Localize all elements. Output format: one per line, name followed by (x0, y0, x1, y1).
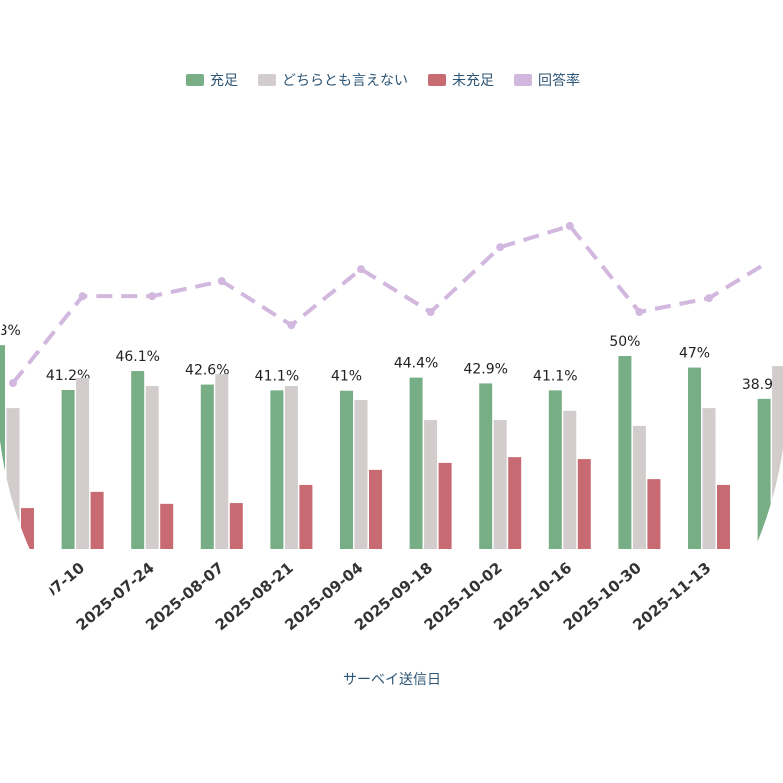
value-label: 42.9% (463, 361, 507, 377)
line (11, 223, 780, 385)
value-label: 52.8% (0, 323, 21, 339)
bar (548, 390, 562, 549)
line-point (217, 277, 226, 286)
line-point (357, 265, 365, 274)
bar (76, 378, 90, 549)
bar (160, 503, 174, 549)
bar (438, 462, 452, 549)
bar (229, 503, 243, 549)
bar (369, 469, 382, 549)
bar (563, 410, 577, 549)
legend-swatch (428, 74, 446, 86)
line-point (426, 307, 435, 316)
line-point (148, 292, 157, 301)
bar (717, 484, 730, 549)
bar (688, 367, 701, 549)
bar (340, 390, 353, 549)
plot: 充足どちらとも言えない未充足回答率52.8%41.2%2025-07-1046.… (0, 72, 783, 634)
legend-label: 未充足 (452, 73, 494, 89)
value-label: 47% (679, 346, 710, 362)
value-label: 41.1% (255, 368, 299, 384)
line-point (774, 251, 783, 260)
legend-swatch (186, 74, 204, 86)
legend-label: 回答率 (538, 72, 580, 89)
bar (618, 356, 632, 549)
bar (508, 457, 522, 549)
line-point (287, 321, 296, 330)
bar (479, 383, 493, 549)
bar (284, 386, 298, 549)
bar (270, 390, 284, 549)
line-point (565, 221, 574, 230)
bar (299, 484, 313, 549)
bar (90, 491, 104, 549)
value-label: 44.4% (394, 356, 438, 372)
bar (772, 366, 783, 549)
legend-swatch (258, 74, 276, 86)
line-point (705, 294, 713, 303)
bar (647, 479, 661, 549)
bar (131, 371, 145, 549)
bar (577, 459, 591, 549)
legend-label: 充足 (210, 73, 238, 89)
bar (200, 384, 214, 549)
bar (757, 398, 771, 549)
x-axis-title: サーベイ送信日 (343, 672, 441, 688)
bar (0, 345, 5, 549)
bar (493, 420, 507, 549)
bar (6, 408, 20, 549)
bar (354, 400, 368, 549)
bar (21, 508, 34, 549)
value-label: 41.1% (533, 368, 577, 384)
line-point (78, 292, 87, 301)
line-point (9, 379, 17, 388)
value-label: 50% (609, 334, 640, 350)
legend-swatch (514, 74, 532, 86)
legend-label: どちらとも言えない (282, 73, 408, 89)
bar (424, 420, 438, 549)
bar (702, 408, 716, 549)
bar (632, 425, 646, 549)
line-point (635, 307, 644, 316)
value-label: 46.1% (115, 349, 159, 365)
bar (215, 374, 229, 549)
bar (61, 389, 75, 549)
bar (145, 386, 159, 549)
line-point (496, 243, 505, 252)
bar (409, 377, 423, 549)
value-label: 41% (331, 369, 362, 385)
